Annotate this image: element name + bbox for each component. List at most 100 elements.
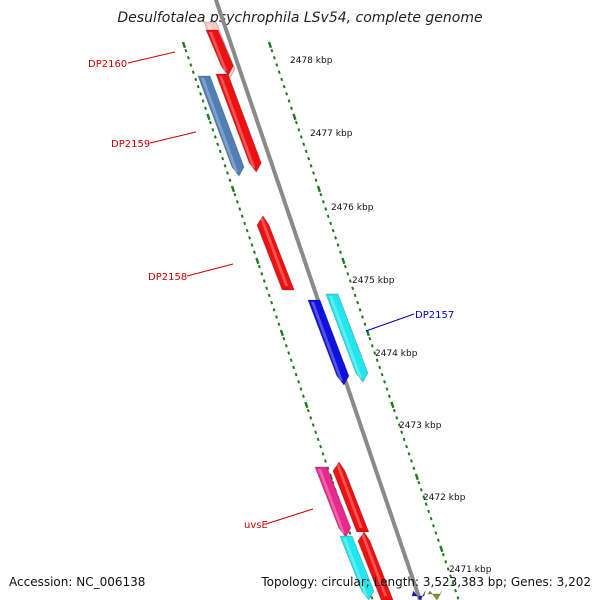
gene-dp2159 [215, 73, 262, 173]
scale-tick [184, 48, 188, 53]
scale-labels: 2478 kbp 2477 kbp 2476 kbp 2475 kbp 2474 kbp… [290, 56, 492, 575]
scale-tick [334, 236, 338, 240]
scale-tick [309, 416, 313, 420]
accession-text: Accession: NC_006138 [9, 575, 146, 589]
scale-tick [314, 178, 318, 182]
scale-tick [400, 430, 404, 434]
scale-tick [348, 279, 352, 283]
scale-tick [257, 264, 261, 269]
scale-tick [341, 257, 346, 265]
scale-tick [230, 185, 236, 193]
scale-tick [380, 372, 384, 377]
gene-dp2157-blue [307, 299, 350, 386]
scale-tick [302, 394, 305, 398]
scale-tick [309, 164, 313, 168]
gene-features [197, 21, 443, 600]
scale-tick [208, 120, 212, 125]
scale-tick [290, 106, 293, 110]
scale-tick [285, 92, 289, 96]
scale-tick [282, 336, 286, 341]
scale-tick [405, 444, 408, 449]
scale-tick [277, 70, 281, 74]
gene-cyan-lower [339, 535, 375, 600]
scale-tick [370, 344, 374, 348]
genome-summary: Topology: circular; Length: 3,523,383 bp… [261, 575, 591, 589]
scale-tick [289, 358, 293, 362]
scale-tick [194, 77, 198, 82]
scale-tick [383, 380, 386, 384]
scale-tick [199, 92, 203, 96]
scale-tick [449, 574, 453, 578]
scale-tick [262, 279, 266, 283]
gene-blue-edge [411, 590, 426, 600]
scale-tick [358, 308, 362, 312]
scale-tick [223, 164, 227, 168]
scale-tick [446, 567, 450, 571]
scale-tick [407, 452, 411, 456]
scale-tick [306, 408, 310, 413]
scale-tick [356, 300, 360, 305]
scale-tick [201, 99, 205, 103]
scale-tick [280, 77, 284, 82]
scale-tick [436, 538, 440, 542]
scale-tick [441, 552, 445, 557]
scale-tick [299, 135, 303, 139]
scale-tick [410, 459, 413, 463]
scale-tick [316, 185, 322, 193]
scale-tick [228, 178, 232, 182]
gene-label-leader [127, 51, 176, 64]
scale-tick [218, 149, 222, 154]
scale-tick [419, 488, 423, 492]
scale-tick [206, 113, 211, 121]
scale-tick [307, 156, 311, 161]
scale-tick [361, 315, 364, 319]
gene-olive-edge [427, 590, 443, 600]
scale-tick [412, 466, 416, 470]
gene-label: DP2159 [111, 139, 150, 150]
scale-tick [211, 128, 215, 132]
scale-tick [233, 192, 237, 197]
scale-tick [287, 351, 291, 355]
scale-tick [189, 63, 193, 67]
scale-tick [324, 207, 328, 211]
scale-tick [270, 300, 274, 305]
scale-tick [299, 387, 303, 391]
scale-tick [370, 596, 374, 600]
scale-tick [221, 156, 225, 161]
scale-tick [287, 99, 291, 103]
scale-tick [434, 531, 438, 535]
scale-tick [302, 142, 306, 146]
gene-labels: DP2160 DP2159 DP2158 DP2157 uvsE [88, 51, 454, 531]
scale-tick [316, 437, 320, 442]
scale-tick [277, 322, 281, 326]
scale-tick [378, 365, 382, 370]
scale-tick [238, 207, 242, 211]
gene-label-leader [265, 508, 314, 525]
scale-tick [282, 84, 286, 89]
scale-tick [439, 545, 444, 553]
scale-tick [265, 286, 269, 290]
scale-tick [213, 135, 217, 139]
scale-tick [353, 293, 357, 298]
scale-tick [253, 250, 256, 254]
scale-tick [427, 509, 431, 514]
scale-label: 2475 kbp [352, 276, 395, 286]
scale-tick [375, 358, 379, 362]
gene-label-leader [149, 131, 197, 144]
scale-tick [444, 560, 448, 564]
scale-tick [329, 221, 333, 226]
scale-label: 2478 kbp [290, 56, 333, 66]
scale-tick [312, 171, 315, 175]
scale-tick [279, 329, 284, 337]
scale-tick [294, 120, 298, 125]
scale-tick [351, 286, 355, 290]
gene-dp2158 [256, 215, 295, 291]
scale-tick [186, 56, 190, 60]
scale-label: 2476 kbp [331, 203, 374, 213]
scale-tick [196, 84, 200, 89]
outer-tick-track [267, 41, 460, 600]
scale-tick [275, 63, 279, 67]
scale-tick [454, 588, 457, 593]
scale-tick [363, 322, 367, 326]
